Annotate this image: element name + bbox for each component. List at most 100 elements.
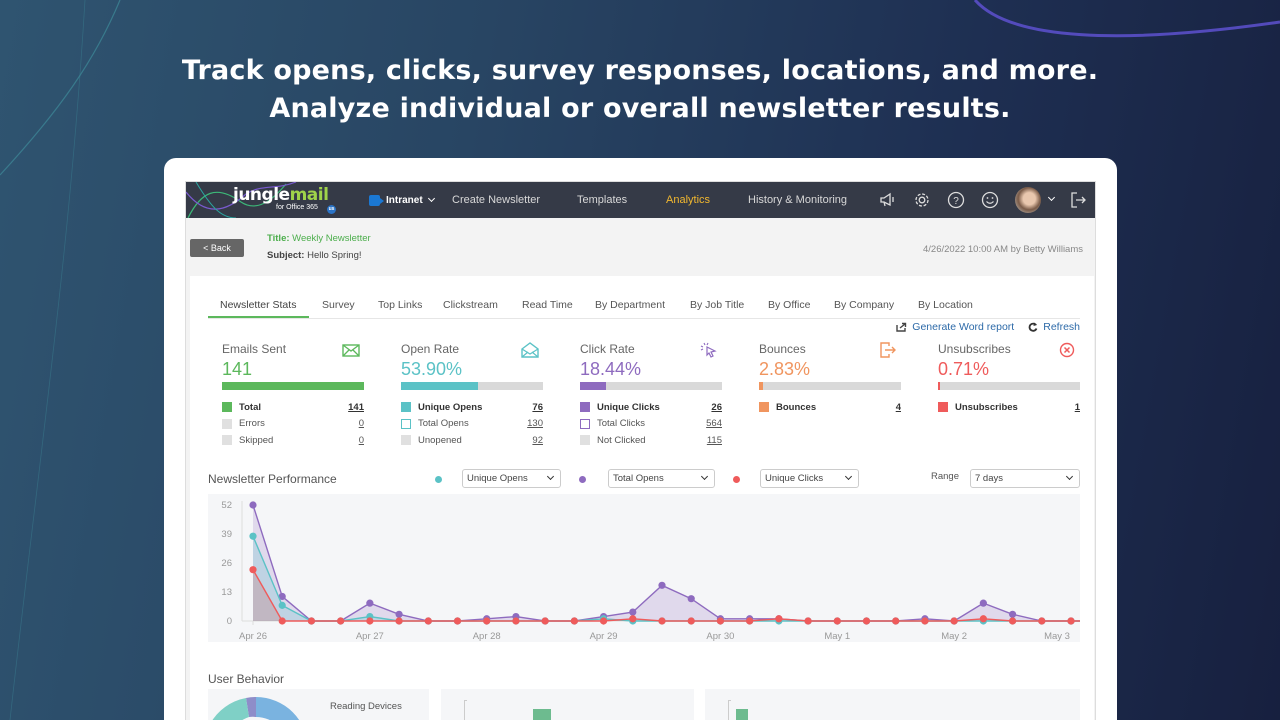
nav-history-monitoring[interactable]: History & Monitoring xyxy=(748,194,848,206)
behavior-chart-panel-2 xyxy=(705,689,1080,720)
back-button[interactable]: < Back xyxy=(190,239,244,257)
tab-newsletter-stats[interactable]: Newsletter Stats xyxy=(220,299,297,311)
reading-devices-label: Reading Devices xyxy=(330,701,402,712)
tab-by-department[interactable]: By Department xyxy=(595,299,666,311)
select-value: Unique Clicks xyxy=(765,473,824,484)
report-actions: Generate Word report Refresh xyxy=(882,321,1080,333)
nav-templates[interactable]: Templates xyxy=(577,194,628,206)
reading-devices-panel: Reading Devices xyxy=(208,689,429,720)
legend-value-link[interactable]: 141 xyxy=(348,401,364,413)
promo-headline: Track opens, clicks, survey responses, l… xyxy=(0,52,1280,128)
newsletter-title: Title: Weekly Newsletter xyxy=(267,233,371,244)
legend-label: Skipped xyxy=(239,434,274,446)
chevron-down-icon[interactable] xyxy=(1047,193,1056,201)
analytics-tabs: Newsletter Stats Survey Top Links Clicks… xyxy=(208,293,1080,319)
svg-text:39: 39 xyxy=(221,529,232,540)
reading-devices-donut xyxy=(212,697,300,720)
legend-value-link[interactable]: 92 xyxy=(532,434,543,446)
svg-text:26: 26 xyxy=(221,558,232,569)
legend-row: Skipped 0 xyxy=(222,432,364,449)
bar xyxy=(736,709,748,720)
legend-row: Errors 0 xyxy=(222,416,364,433)
stat-label: Open Rate xyxy=(401,342,460,356)
refresh-button[interactable]: Refresh xyxy=(1028,321,1080,333)
legend-value-link[interactable]: 26 xyxy=(711,401,722,413)
legend-value-link[interactable]: 130 xyxy=(527,418,543,430)
svg-text:May 3: May 3 xyxy=(1044,631,1070,642)
legend-label: Total Opens xyxy=(418,418,469,430)
legend-label: Unsubscribes xyxy=(955,401,1018,413)
nav-create-newsletter[interactable]: Create Newsletter xyxy=(452,194,541,206)
active-tab-indicator xyxy=(208,316,309,318)
tab-by-job-title[interactable]: By Job Title xyxy=(690,299,745,311)
help-icon[interactable]: ? xyxy=(946,190,966,210)
select-value: Unique Opens xyxy=(467,473,528,484)
legend-row: Not Clicked 115 xyxy=(580,432,722,449)
legend-value-link[interactable]: 1 xyxy=(1074,401,1080,413)
svg-text:Apr 29: Apr 29 xyxy=(590,631,618,642)
chevron-down-icon xyxy=(700,472,709,481)
legend-label: Unique Clicks xyxy=(597,401,660,413)
svg-text:13: 13 xyxy=(221,587,232,598)
generate-word-report-button[interactable]: Generate Word report xyxy=(896,321,1014,333)
stat-value: 0.71% xyxy=(938,359,990,379)
site-name: Intranet xyxy=(386,194,423,206)
subject-label: Subject: xyxy=(267,250,305,261)
legend-value-link[interactable]: 564 xyxy=(706,418,722,430)
tab-clickstream[interactable]: Clickstream xyxy=(443,299,498,311)
legend-label: Unique Opens xyxy=(418,401,483,413)
tab-survey[interactable]: Survey xyxy=(322,299,355,311)
stat-value: 18.44% xyxy=(580,359,642,379)
sent-info: 4/26/2022 10:00 AM by Betty Williams xyxy=(923,244,1083,255)
sign-out-icon[interactable] xyxy=(1068,190,1088,210)
legend-row: Unique Opens 76 xyxy=(401,399,543,416)
stat-legend: Unique Opens 76 Total Opens 130 Unopened 92 xyxy=(401,399,543,449)
tab-top-links[interactable]: Top Links xyxy=(378,299,423,311)
legend-label: Total Clicks xyxy=(597,418,646,430)
range-select[interactable]: 7 days xyxy=(970,469,1080,488)
stat-label: Bounces xyxy=(759,342,806,356)
site-selector[interactable]: Intranet xyxy=(369,194,435,206)
user-behavior-title: User Behavior xyxy=(208,672,285,686)
series-3-select[interactable]: Unique Clicks xyxy=(760,469,859,488)
envelope-open-icon xyxy=(521,342,539,358)
subject-value: Hello Spring! xyxy=(307,250,362,261)
legend-value-link[interactable]: 4 xyxy=(895,401,901,413)
select-value: 7 days xyxy=(975,473,1003,484)
junglemail-logo[interactable]: junglemail for Office 365 us xyxy=(186,182,356,218)
legend-value-link[interactable]: 0 xyxy=(358,418,364,430)
stat-progress-bar xyxy=(938,382,1080,390)
gear-icon[interactable] xyxy=(912,190,932,210)
stat-progress-bar xyxy=(759,382,901,390)
legend-row: Unopened 92 xyxy=(401,432,543,449)
stats-summary: Emails Sent 141 Total 141 Errors 0 Skipped… xyxy=(222,342,1082,452)
stat-legend: Total 141 Errors 0 Skipped 0 xyxy=(222,399,364,449)
series-2-select[interactable]: Total Opens xyxy=(608,469,715,488)
legend-value-link[interactable]: 76 xyxy=(532,401,543,413)
smiley-icon[interactable] xyxy=(980,190,1000,210)
legend-value-link[interactable]: 0 xyxy=(358,434,364,446)
legend-label: Errors xyxy=(239,418,265,430)
sharepoint-icon xyxy=(369,194,384,206)
tab-by-company[interactable]: By Company xyxy=(834,299,895,311)
legend-value-link[interactable]: 115 xyxy=(706,434,722,446)
legend-row: Unsubscribes 1 xyxy=(938,399,1080,416)
cursor-click-icon xyxy=(700,342,717,358)
envelope-icon xyxy=(342,344,360,357)
logo-wordmark: junglemail xyxy=(233,185,329,205)
stat-legend: Unique Clicks 26 Total Clicks 564 Not Clic… xyxy=(580,399,722,449)
megaphone-icon[interactable] xyxy=(878,190,898,210)
chevron-down-icon xyxy=(427,194,435,203)
newsletter-header: < Back Title: Weekly Newsletter Subject:… xyxy=(186,218,1095,274)
title-value: Weekly Newsletter xyxy=(292,233,371,244)
legend-label: Bounces xyxy=(776,401,817,413)
nav-analytics[interactable]: Analytics xyxy=(666,194,711,206)
series-1-select[interactable]: Unique Opens xyxy=(462,469,561,488)
tab-read-time[interactable]: Read Time xyxy=(522,299,573,311)
refresh-label: Refresh xyxy=(1043,321,1080,333)
avatar[interactable] xyxy=(1015,187,1041,213)
series-color-dot xyxy=(579,476,586,483)
tab-by-location[interactable]: By Location xyxy=(918,299,973,311)
tab-by-office[interactable]: By Office xyxy=(768,299,811,311)
axis-line xyxy=(728,700,731,720)
